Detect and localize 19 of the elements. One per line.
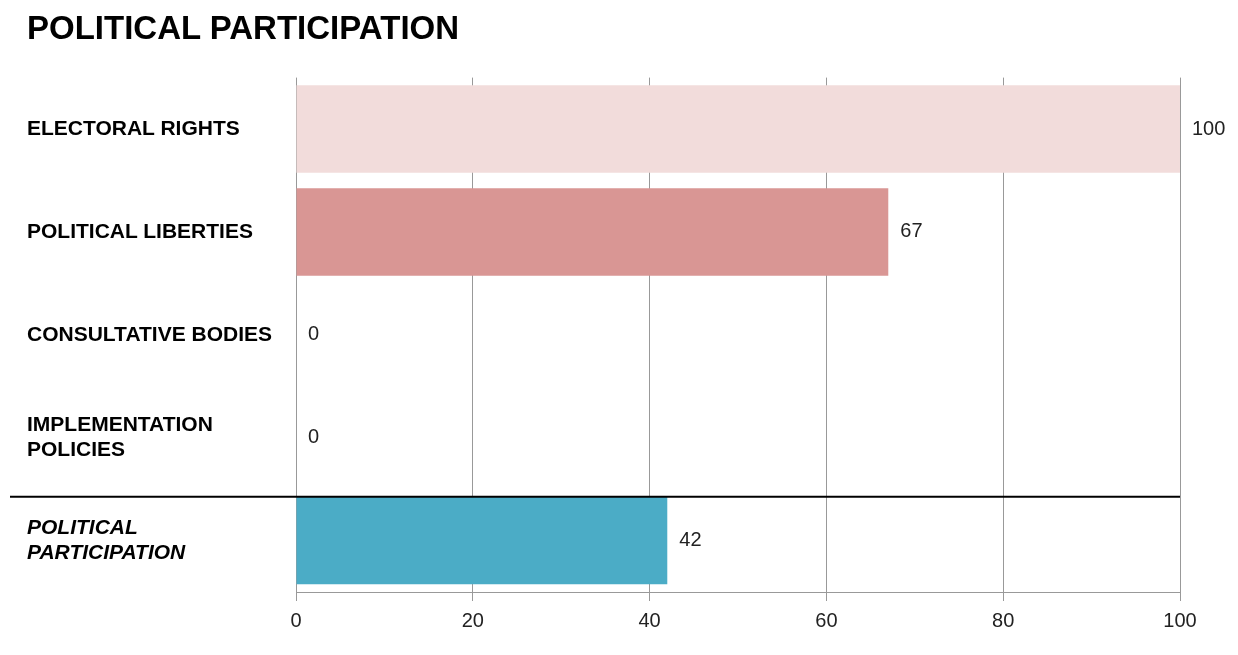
data-label: 67	[900, 219, 923, 242]
x-tick-label: 80	[992, 608, 1015, 631]
y-tick-label: IMPLEMENTATION POLICIES	[27, 411, 213, 461]
x-tick-label: 60	[815, 608, 838, 631]
bar	[296, 85, 1180, 173]
bar	[296, 188, 889, 276]
data-label: 100	[1192, 116, 1226, 139]
x-tick-label: 40	[638, 608, 661, 631]
x-tick-label: 0	[290, 608, 302, 631]
y-tick-label: POLITICAL PARTICIPATION	[27, 514, 187, 563]
y-tick-label: CONSULTATIVE BODIES	[27, 321, 273, 345]
x-tick-label: 20	[461, 608, 484, 631]
data-label: 0	[308, 425, 320, 448]
data-label: 42	[679, 528, 702, 551]
data-label: 0	[308, 322, 320, 345]
bar	[296, 496, 668, 585]
y-tick-label: POLITICAL LIBERTIES	[27, 218, 253, 242]
y-tick-label: ELECTORAL RIGHTS	[27, 115, 240, 139]
x-tick-label: 100	[1163, 608, 1197, 631]
